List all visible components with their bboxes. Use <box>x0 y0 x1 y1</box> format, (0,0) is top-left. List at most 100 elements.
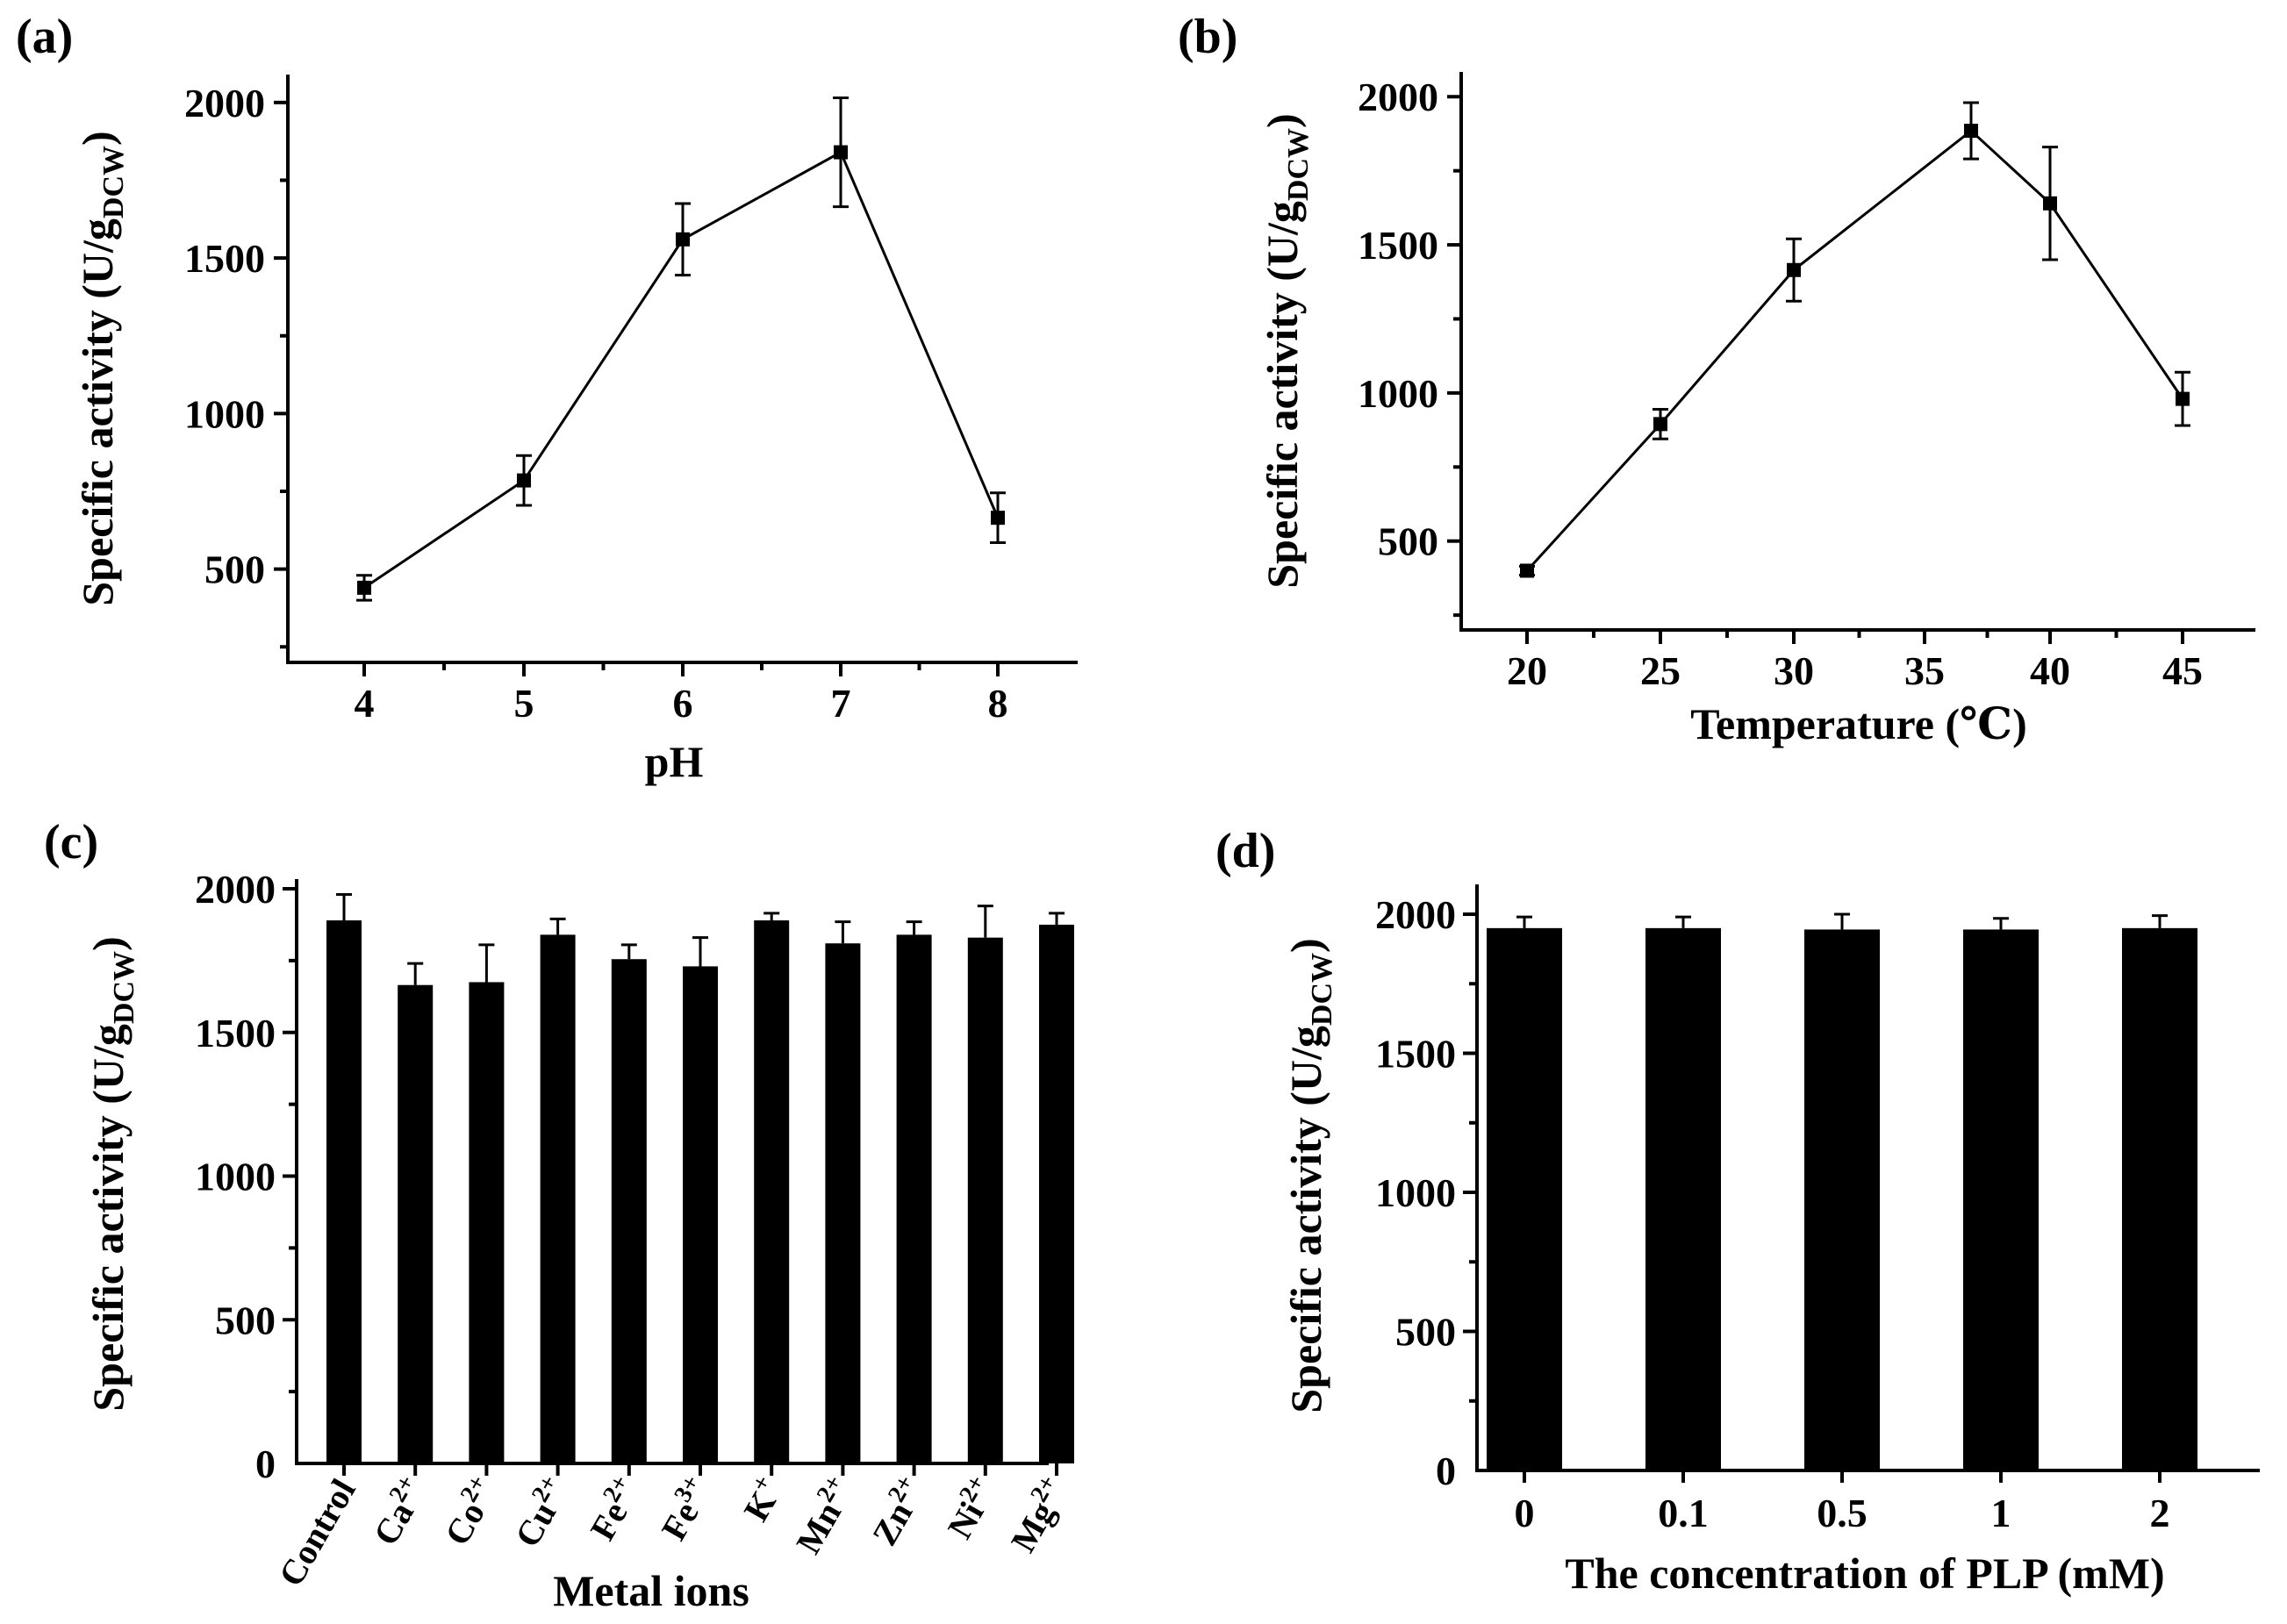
panel-a-x-tick-label: 7 <box>831 681 851 726</box>
panel-c-y-axis-title: Specific activity (U/gDCW) <box>83 936 140 1411</box>
panel-b-x-tick-label: 45 <box>2162 648 2203 693</box>
panel-b-y-axis-unit: U/g <box>1258 201 1307 267</box>
panel-a-data-point <box>517 473 531 488</box>
panel-b-y-tick-label: 500 <box>1378 519 1438 564</box>
panel-a-y-tick-label: 500 <box>204 547 265 592</box>
panel-c-x-tick-label: Ca2+ <box>362 1470 434 1552</box>
panel-b-data-point <box>1520 563 1534 578</box>
panel-b-x-tick-label: 20 <box>1507 648 1547 693</box>
panel-d-x-tick-label: 2 <box>2150 1491 2170 1535</box>
panel-a-y-axis-unit: U/g <box>73 218 122 284</box>
panel-d-x-tick-label: 0.5 <box>1817 1491 1868 1535</box>
panel-d-bar <box>1804 929 1880 1470</box>
panel-c-bar <box>469 982 505 1463</box>
panel-a-data-point <box>676 232 690 247</box>
panel-b-data-point <box>1787 262 1801 277</box>
panel-b-x-tick-label: 30 <box>1774 648 1814 693</box>
panel-c-bar <box>967 937 1003 1463</box>
panel-d-y-tick-label: 500 <box>1395 1310 1456 1355</box>
panel-c-x-tick-label: Fe2+ <box>579 1470 649 1547</box>
panel-d-y-tick-label: 0 <box>1436 1449 1456 1493</box>
panel-c-bar <box>754 920 790 1463</box>
panel-a-label: (a) <box>16 10 73 64</box>
panel-d-y-axis-title-text: Specific activity <box>1281 1117 1330 1413</box>
panel-a-y-tick-label: 1000 <box>184 391 265 436</box>
panel-a-data-point <box>834 145 848 160</box>
panel-b-y-axis-title: Specific activity (U/gDCW) <box>1258 113 1315 588</box>
panel-b-y-tick-label: 1500 <box>1358 223 1438 268</box>
panel-c-bar <box>540 934 576 1463</box>
panel-b-data-point <box>2176 391 2190 406</box>
panel-b-y-tick-label: 1000 <box>1358 371 1438 416</box>
panel-c-x-tick-label: Fe3+ <box>650 1470 720 1547</box>
panel-c-y-axis-title-text: Specific activity <box>83 1115 133 1411</box>
panel-a-y-axis-unit-subscript: DCW <box>97 146 130 218</box>
panel-c-metal-ions-chart: (c) Control Ca2+Co2+Cu2+Fe2+Fe3+ K+Mn2+Zn2… <box>44 815 1075 1615</box>
panel-a-y-tick-label: 1500 <box>184 236 265 281</box>
panel-a-x-tick-label: 8 <box>988 681 1008 726</box>
panel-a-x-tick-label: 5 <box>514 681 534 726</box>
panel-a-x-axis-title: pH <box>645 737 704 786</box>
panel-d-bar <box>1645 927 1721 1470</box>
panel-d-y-axis-title: Specific activity (U/gDCW) <box>1281 938 1338 1413</box>
panel-a-x-tick-label: 6 <box>673 681 693 726</box>
panel-b-y-tick-label: 2000 <box>1358 75 1438 119</box>
panel-c-y-tick-label: 1500 <box>195 1011 276 1055</box>
panel-c-y-axis-unit: U/g <box>83 1024 133 1090</box>
panel-d-x-tick-label: 0.1 <box>1658 1491 1709 1535</box>
panel-c-x-tick-label: Control <box>271 1472 363 1592</box>
panel-c-y-tick-label: 0 <box>255 1442 276 1486</box>
panel-c-x-tick-label: Co2+ <box>434 1470 505 1552</box>
panel-d-y-axis-unit: U/g <box>1281 1026 1330 1091</box>
panel-a-y-axis-title-text: Specific activity <box>73 310 122 605</box>
panel-c-x-tick-label: Mn2+ <box>785 1470 862 1560</box>
panel-c-bar <box>683 966 718 1463</box>
panel-a-y-axis-title: Specific activity (U/gDCW) <box>73 131 130 605</box>
panel-a-data-point <box>991 511 1005 526</box>
panel-c-y-tick-label: 1000 <box>195 1155 276 1199</box>
panel-c-bar <box>825 943 861 1463</box>
panel-c-bar <box>326 920 362 1463</box>
panel-d-y-tick-label: 1500 <box>1375 1032 1456 1077</box>
panel-c-x-tick-label: Cu2+ <box>504 1470 577 1554</box>
panel-b-series-line <box>1525 129 2184 572</box>
panel-a-y-tick-label: 2000 <box>184 81 265 125</box>
panel-c-label: (c) <box>44 815 98 869</box>
panel-b-x-tick-label: 25 <box>1640 648 1681 693</box>
panel-d-plp-chart: (d) 0 0.1 0.5 1 2 0 500 1000 1500 2000 The conce… <box>1215 824 2260 1598</box>
panel-b-data-point <box>2043 196 2057 211</box>
panel-c-x-tick-label: K+ <box>733 1470 791 1527</box>
panel-b-x-tick-label: 35 <box>1904 648 1945 693</box>
panel-b-y-axis-unit-subscript: DCW <box>1282 128 1315 201</box>
panel-a-x-tick-label: 4 <box>355 681 375 726</box>
panel-c-y-tick-label: 500 <box>215 1298 276 1342</box>
panel-c-y-tick-label: 2000 <box>195 867 276 912</box>
panel-a-data-point <box>357 580 371 595</box>
panel-c-y-axis-unit-subscript: DCW <box>108 951 140 1024</box>
panel-d-y-tick-label: 2000 <box>1375 892 1456 937</box>
panel-c-bar <box>398 984 434 1463</box>
panel-d-x-tick-label: 0 <box>1515 1491 1535 1535</box>
panel-d-bar <box>1963 929 2039 1470</box>
panel-b-label: (b) <box>1178 10 1237 64</box>
panel-b-x-axis-title: Temperature (℃) <box>1690 699 2026 748</box>
panel-c-x-tick-label: Ni2+ <box>936 1470 1004 1545</box>
panel-c-x-tick-label: Mg2+ <box>1000 1470 1075 1558</box>
panel-b-y-axis-title-text: Specific activity <box>1258 292 1307 588</box>
panel-d-bar <box>2122 927 2197 1470</box>
panel-c-bar <box>611 959 647 1463</box>
panel-b-temperature-chart: (b) 20 25 30 35 40 45 500 1000 1500 2000 Tempera… <box>1178 10 2255 748</box>
panel-b-x-tick-label: 40 <box>2030 648 2070 693</box>
panel-a-ph-chart: (a) 4 5 6 7 8 500 1000 1500 2000 pH Specific ac… <box>16 10 1078 786</box>
panel-c-x-axis-title: Metal ions <box>553 1566 749 1615</box>
panel-d-label: (d) <box>1215 824 1275 878</box>
panel-b-data-point <box>1964 124 1978 139</box>
panel-d-y-axis-unit-subscript: DCW <box>1306 953 1338 1026</box>
panel-d-x-axis-title: The concentration of PLP (mM) <box>1565 1549 2164 1598</box>
panel-c-bar <box>1039 924 1074 1463</box>
panel-c-bar <box>896 934 932 1463</box>
panel-d-bar <box>1487 927 1562 1470</box>
panel-a-series-line <box>363 150 1000 590</box>
panel-d-y-tick-label: 1000 <box>1375 1170 1456 1215</box>
